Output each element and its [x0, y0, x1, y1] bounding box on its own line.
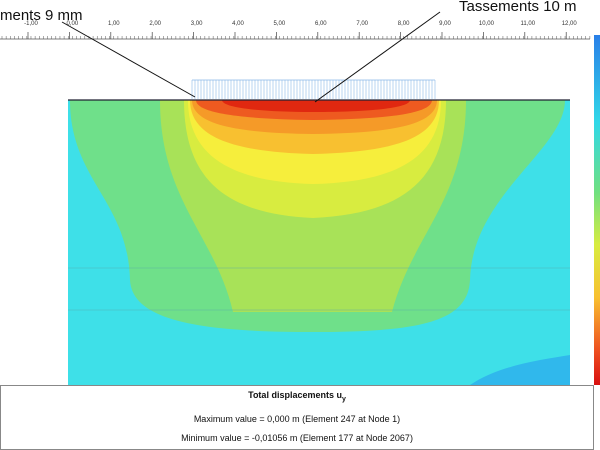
info-line: Maximum value = 0,000 m (Element 247 at … [194, 414, 400, 424]
contour [222, 100, 410, 112]
annotation-arrow [314, 11, 441, 103]
annotation: ments 9 mm [0, 7, 83, 24]
ruler-label: 11,00 [521, 21, 536, 27]
surface-load [191, 79, 436, 99]
ruler-label: 7,00 [356, 21, 368, 27]
ruler-label: -1,00 [24, 21, 38, 27]
ruler-label: 10,00 [479, 21, 495, 27]
ruler-label: 8,00 [398, 21, 410, 27]
ruler-label: 3,00 [191, 21, 203, 27]
ruler-label: 2,00 [149, 21, 161, 27]
ruler-label: 6,00 [315, 21, 327, 27]
info-title: Total displacements uy [248, 390, 346, 403]
ruler-label: 9,00 [439, 21, 451, 27]
annotation-arrow [61, 21, 196, 98]
contour [470, 355, 570, 385]
color-scale [594, 35, 600, 385]
ruler-label: 1,00 [108, 21, 120, 27]
contour-plot [68, 79, 570, 385]
ruler: -1,00 0,00 1,00 2,00 3,00 4,00 5,00 6,00 7,00 8,0… [0, 21, 591, 40]
ruler-label: 4,00 [232, 21, 244, 27]
info-box [0, 385, 594, 450]
ruler-label: 12,00 [562, 21, 578, 27]
info-line: Minimum value = -0,01056 m (Element 177 … [181, 433, 413, 443]
info-title-text: Total displacements u [248, 390, 342, 400]
ruler-label: 5,00 [274, 21, 286, 27]
annotation: Tassements 10 m [459, 0, 577, 15]
info-title-subscript: y [342, 396, 346, 403]
ruler-label: 0,00 [67, 21, 79, 27]
